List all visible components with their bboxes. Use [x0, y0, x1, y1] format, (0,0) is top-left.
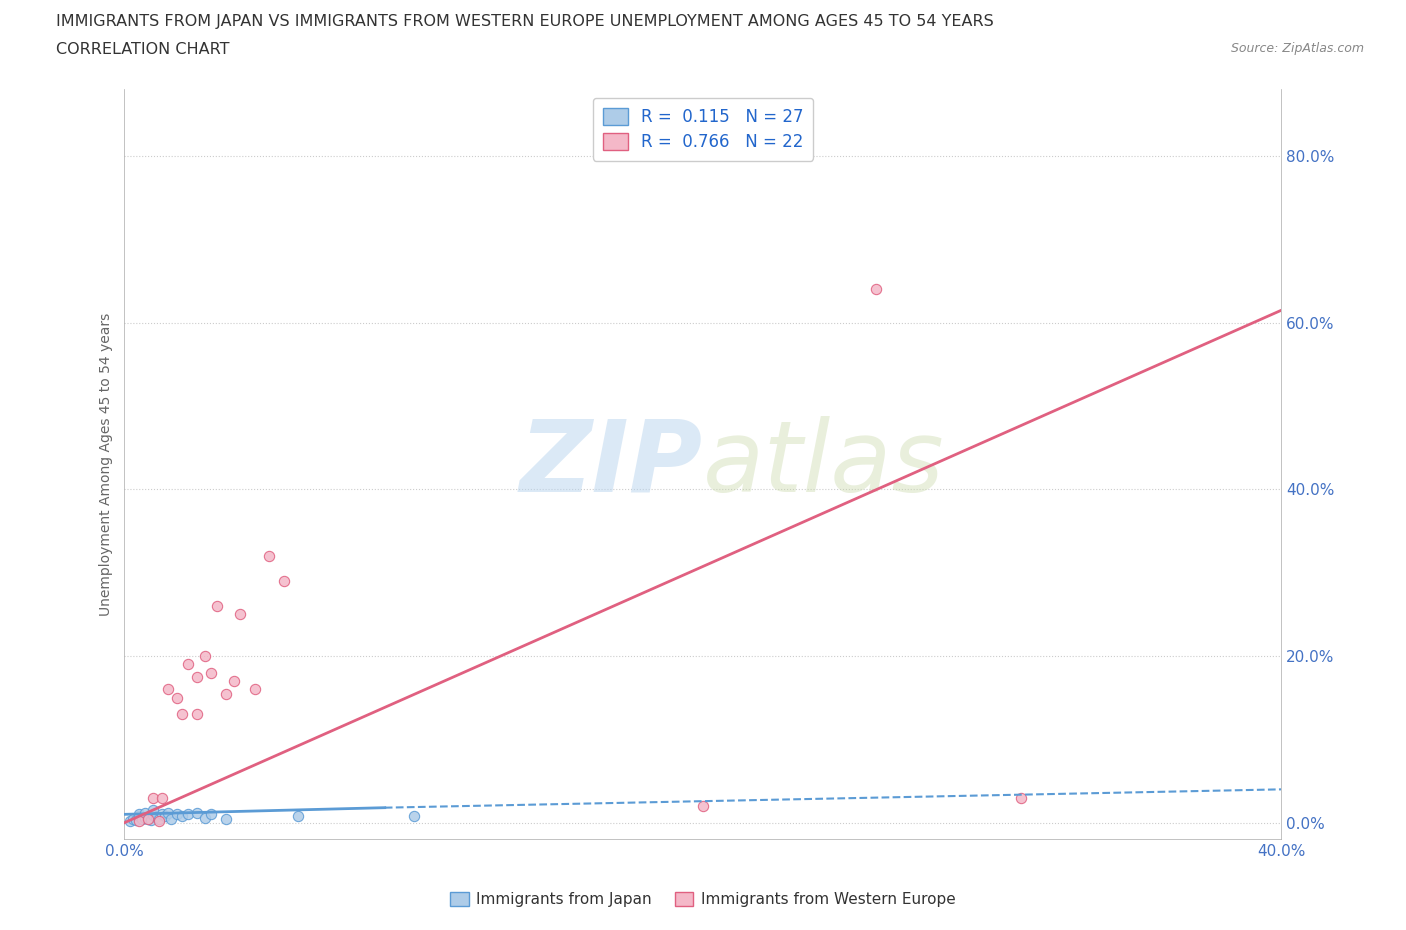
- Point: [142, 803, 165, 817]
- Point: [125, 813, 148, 828]
- Point: [148, 814, 170, 829]
- Point: [186, 670, 208, 684]
- Point: [1010, 790, 1032, 805]
- Point: [186, 805, 208, 820]
- Point: [200, 665, 222, 680]
- Text: IMMIGRANTS FROM JAPAN VS IMMIGRANTS FROM WESTERN EUROPE UNEMPLOYMENT AMONG AGES : IMMIGRANTS FROM JAPAN VS IMMIGRANTS FROM…: [56, 14, 994, 29]
- Point: [128, 808, 150, 823]
- Point: [131, 812, 153, 827]
- Point: [215, 686, 238, 701]
- Text: Source: ZipAtlas.com: Source: ZipAtlas.com: [1230, 42, 1364, 55]
- Point: [134, 810, 156, 825]
- Point: [177, 657, 200, 671]
- Point: [145, 809, 167, 824]
- Point: [229, 607, 252, 622]
- Point: [150, 807, 173, 822]
- Legend: Immigrants from Japan, Immigrants from Western Europe: Immigrants from Japan, Immigrants from W…: [444, 885, 962, 913]
- Point: [205, 599, 228, 614]
- Point: [177, 807, 200, 822]
- Point: [200, 807, 222, 822]
- Point: [122, 811, 145, 826]
- Point: [172, 707, 194, 722]
- Text: ZIP: ZIP: [520, 416, 703, 512]
- Point: [159, 811, 181, 826]
- Point: [166, 807, 188, 822]
- Point: [186, 707, 208, 722]
- Point: [150, 790, 173, 805]
- Point: [865, 282, 887, 297]
- Point: [142, 790, 165, 805]
- Point: [257, 549, 280, 564]
- Point: [136, 811, 159, 826]
- Text: CORRELATION CHART: CORRELATION CHART: [56, 42, 229, 57]
- Point: [156, 805, 179, 820]
- Point: [128, 814, 150, 829]
- Y-axis label: Unemployment Among Ages 45 to 54 years: Unemployment Among Ages 45 to 54 years: [100, 312, 114, 616]
- Point: [153, 808, 176, 823]
- Point: [136, 811, 159, 826]
- Text: atlas: atlas: [703, 416, 945, 512]
- Point: [287, 808, 309, 823]
- Point: [224, 673, 246, 688]
- Point: [215, 811, 238, 826]
- Point: [128, 807, 150, 822]
- Point: [139, 813, 162, 828]
- Point: [166, 690, 188, 705]
- Point: [148, 811, 170, 826]
- Point: [120, 814, 142, 829]
- Point: [172, 808, 194, 823]
- Legend: R =  0.115   N = 27, R =  0.766   N = 22: R = 0.115 N = 27, R = 0.766 N = 22: [592, 98, 813, 161]
- Point: [194, 810, 217, 825]
- Point: [402, 808, 425, 823]
- Point: [156, 682, 179, 697]
- Point: [273, 574, 295, 589]
- Point: [692, 799, 714, 814]
- Point: [194, 648, 217, 663]
- Point: [142, 808, 165, 823]
- Point: [134, 805, 156, 820]
- Point: [243, 682, 266, 697]
